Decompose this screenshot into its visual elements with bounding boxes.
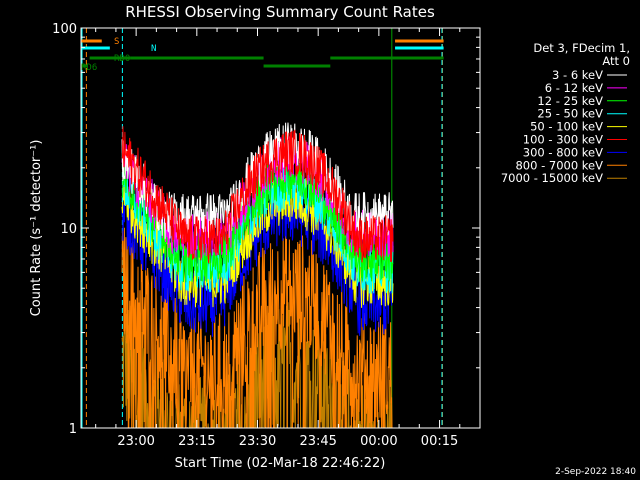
- legend-entry-label: 25 - 50 keV: [537, 107, 603, 121]
- x-axis: 23:00 23:15 23:30 23:45 00:00 00:15: [95, 28, 481, 449]
- legend-entry-label: 6 - 12 keV: [545, 81, 603, 95]
- status-bar-label: N: [151, 44, 156, 54]
- x-tick-label: 00:00: [360, 434, 397, 449]
- footer-date: 2-Sep-2022 18:40: [555, 467, 636, 477]
- legend-entry-label: 3 - 6 keV: [552, 68, 603, 82]
- status-bar-label: RD6: [81, 63, 97, 73]
- series-line: [121, 302, 393, 428]
- legend-entry-label: 50 - 100 keV: [530, 120, 603, 134]
- status-bar-label: S: [114, 37, 119, 47]
- series-group: [81, 28, 444, 428]
- legend-entry-label: 12 - 25 keV: [537, 94, 603, 108]
- x-tick-label: 00:15: [421, 434, 458, 449]
- y-tick-label: 1: [69, 422, 77, 437]
- series-line: [121, 126, 394, 263]
- legend-entry-label: 300 - 800 keV: [523, 145, 603, 159]
- x-tick-label: 23:15: [178, 434, 215, 449]
- y-tick-label: 10: [60, 222, 77, 237]
- x-tick-label: 23:00: [117, 434, 154, 449]
- legend-entry-label: 7000 - 15000 keV: [501, 171, 603, 185]
- legend-entry-label: 800 - 7000 keV: [515, 158, 603, 172]
- status-bar-label: RD0: [114, 54, 130, 64]
- plot-area: S N RD0 RD6: [81, 28, 444, 428]
- y-axis: 1 10 100: [52, 22, 480, 437]
- legend-header-line-1: Det 3, FDecim 1,: [533, 41, 630, 55]
- y-axis-label: Count Rate (s⁻¹ detector⁻¹): [29, 140, 44, 317]
- x-axis-label: Start Time (02-Mar-18 22:46:22): [175, 456, 386, 471]
- legend-header-line-2: Att 0: [602, 54, 630, 68]
- x-tick-label: 23:30: [239, 434, 276, 449]
- y-tick-label: 100: [52, 22, 77, 37]
- legend-entry-label: 100 - 300 keV: [523, 133, 603, 147]
- x-tick-label: 23:45: [299, 434, 336, 449]
- chart-title: RHESSI Observing Summary Count Rates: [125, 3, 435, 21]
